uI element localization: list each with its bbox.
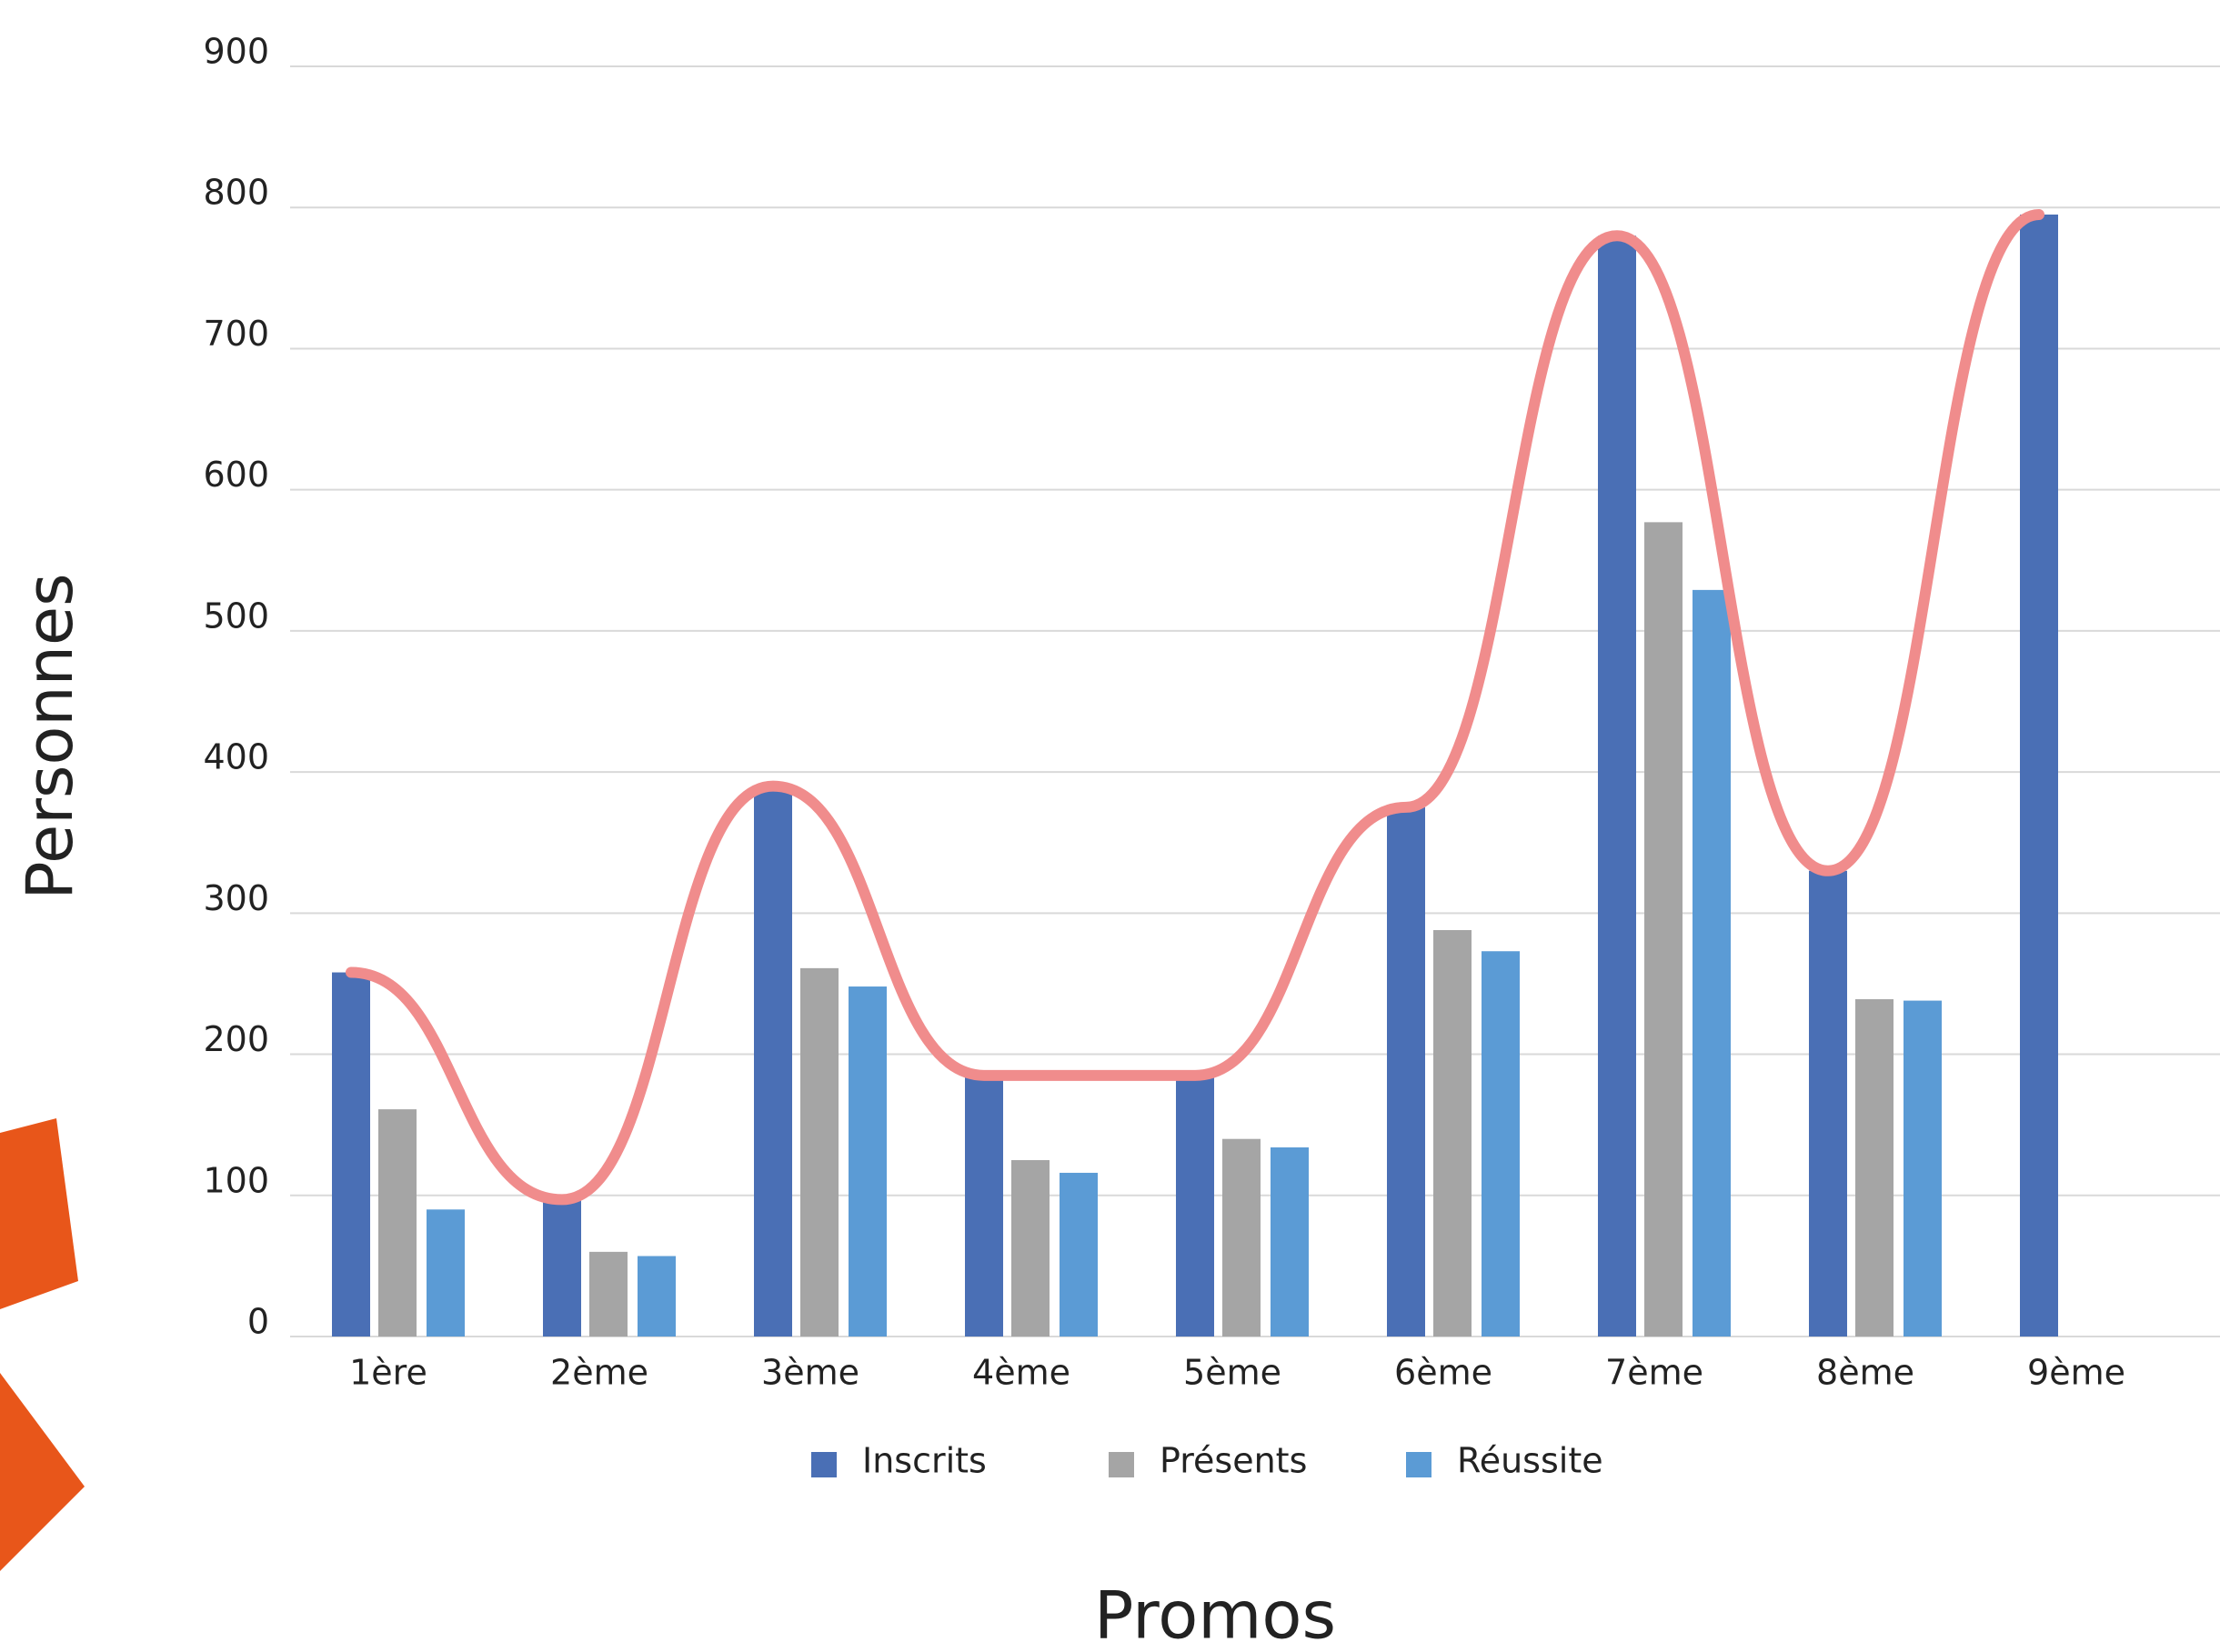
decoration bbox=[0, 1118, 78, 1309]
bar bbox=[638, 1256, 676, 1337]
x-tick-label: 5ème bbox=[1183, 1353, 1281, 1393]
bar bbox=[1904, 1000, 1942, 1337]
bar bbox=[1482, 951, 1520, 1337]
legend-label: Réussite bbox=[1457, 1441, 1603, 1481]
bar bbox=[965, 1075, 1003, 1337]
bar bbox=[800, 967, 839, 1337]
bar bbox=[1855, 999, 1894, 1337]
y-tick-label: 300 bbox=[203, 878, 269, 918]
bar bbox=[1644, 522, 1683, 1337]
bar bbox=[1222, 1138, 1261, 1337]
y-tick-label: 500 bbox=[203, 596, 269, 636]
bar bbox=[543, 1199, 581, 1337]
trend-curve bbox=[346, 208, 2044, 1206]
x-tick-label: 6ème bbox=[1394, 1353, 1492, 1393]
y-tick-label: 800 bbox=[203, 173, 269, 213]
bar bbox=[1387, 806, 1425, 1337]
y-tick-label: 100 bbox=[203, 1160, 269, 1200]
legend-swatch bbox=[1109, 1452, 1134, 1477]
bar bbox=[332, 972, 370, 1337]
x-tick-label: 3ème bbox=[761, 1353, 859, 1393]
bar bbox=[378, 1109, 417, 1337]
x-tick-label: 7ème bbox=[1605, 1353, 1703, 1393]
bar bbox=[1176, 1075, 1214, 1337]
x-axis-title: Promos bbox=[1094, 1577, 1336, 1652]
bar bbox=[849, 986, 887, 1337]
bar bbox=[589, 1251, 628, 1337]
bar bbox=[1060, 1172, 1098, 1337]
x-tick-label: 8ème bbox=[1816, 1353, 1914, 1393]
x-tick-label: 1ère bbox=[349, 1353, 427, 1393]
bar bbox=[1011, 1159, 1050, 1337]
y-tick-label: 700 bbox=[203, 314, 269, 354]
x-tick-label: 4ème bbox=[972, 1353, 1070, 1393]
y-tick-label: 900 bbox=[203, 32, 269, 72]
legend-swatch bbox=[1406, 1452, 1431, 1477]
y-axis-title: Personnes bbox=[13, 573, 87, 899]
bar bbox=[1809, 870, 1847, 1337]
x-tick-label: 9ème bbox=[2027, 1353, 2125, 1393]
x-tick-label: 2ème bbox=[550, 1353, 648, 1393]
bar bbox=[1693, 589, 1731, 1337]
y-tick-label: 0 bbox=[247, 1302, 269, 1342]
bar bbox=[1271, 1147, 1309, 1337]
y-tick-label: 600 bbox=[203, 455, 269, 495]
y-tick-label: 400 bbox=[203, 737, 269, 777]
bar bbox=[754, 786, 792, 1337]
bar bbox=[427, 1209, 465, 1337]
y-tick-label: 200 bbox=[203, 1019, 269, 1059]
bar bbox=[1598, 235, 1636, 1337]
bar bbox=[1433, 929, 1472, 1337]
legend-label: Inscrits bbox=[862, 1441, 987, 1481]
legend-label: Présents bbox=[1160, 1441, 1307, 1481]
bar bbox=[2020, 214, 2058, 1337]
decoration bbox=[0, 1373, 85, 1571]
legend-swatch bbox=[811, 1452, 837, 1477]
